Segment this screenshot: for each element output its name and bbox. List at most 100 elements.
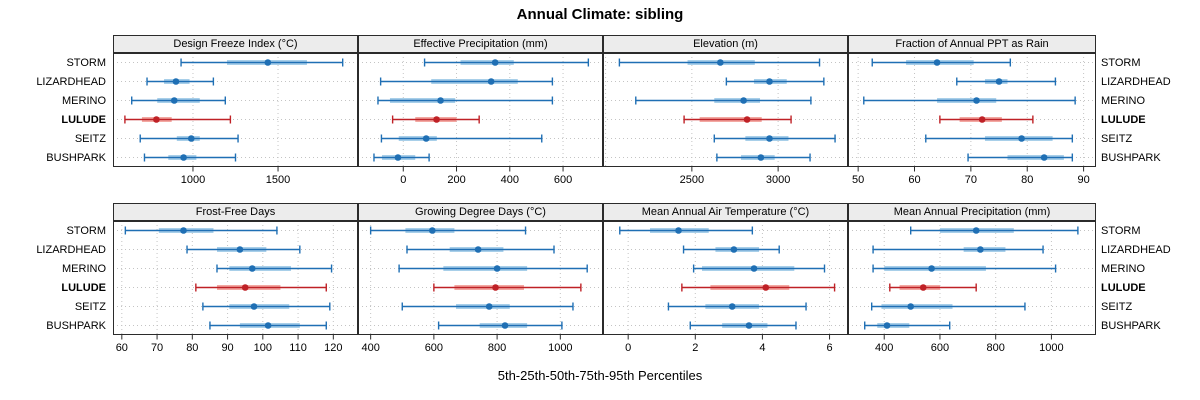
median-dot <box>730 246 738 253</box>
percentile-row-seitz <box>667 302 807 311</box>
median-dot <box>236 246 244 253</box>
median-dot <box>172 78 180 85</box>
panel-strip: Mean Annual Precipitation (mm) <box>848 203 1096 221</box>
median-dot <box>437 97 444 104</box>
panel-strip: Fraction of Annual PPT as Rain <box>848 35 1096 53</box>
percentile-row-merino <box>398 264 588 273</box>
median-dot <box>972 227 980 234</box>
station-label-left-seitz: SEITZ <box>74 300 106 313</box>
percentile-row-merino <box>872 264 1057 273</box>
axis-tick-label: 60 <box>908 174 920 186</box>
percentile-row-lizardhead <box>725 77 825 86</box>
axis-tick-label: 80 <box>1021 174 1033 186</box>
station-label-right-lizardhead: LIZARDHEAD <box>1101 243 1171 256</box>
percentile-row-storm <box>618 58 821 67</box>
percentile-row-lulude <box>683 115 792 124</box>
median-dot <box>728 303 736 310</box>
percentile-row-merino <box>692 264 826 273</box>
panel-title: Mean Annual Air Temperature (°C) <box>641 206 810 218</box>
median-dot <box>170 97 178 104</box>
axis-tick-label: 400 <box>361 342 379 354</box>
median-dot <box>740 97 747 104</box>
panel-plot: 1000 1500 <box>113 53 358 186</box>
percentile-row-lizardhead <box>406 245 555 254</box>
percentile-row-bushpark <box>437 321 563 330</box>
station-label-left-merino: MERINO <box>62 262 106 275</box>
percentile-row-storm <box>124 226 278 235</box>
axis-tick-label: 70 <box>151 342 163 354</box>
chart-title: Annual Climate: sibling <box>516 6 684 23</box>
panel-plot: 2500 3000 <box>603 53 848 186</box>
percentile-row-bushpark <box>209 321 327 330</box>
panel-border <box>603 221 848 335</box>
percentile-row-merino <box>635 96 812 105</box>
station-label-right-seitz: SEITZ <box>1101 300 1133 313</box>
panel-plot: 0 2 4 6 <box>603 221 848 354</box>
median-dot <box>487 78 495 85</box>
station-label-right-lulude: LULUDE <box>1101 113 1146 126</box>
axis-tick-label: 2500 <box>680 174 704 186</box>
panel-strip: Effective Precipitation (mm) <box>358 35 603 53</box>
median-dot <box>750 265 758 272</box>
axis-tick-label: 90 <box>221 342 233 354</box>
median-dot <box>241 284 249 291</box>
median-dot <box>995 78 1003 85</box>
percentile-row-merino <box>216 264 333 273</box>
median-dot <box>762 284 770 291</box>
axis-tick-label: 400 <box>501 174 519 186</box>
station-label-left-storm: STORM <box>66 224 106 237</box>
panel-strip: Mean Annual Air Temperature (°C) <box>603 203 848 221</box>
station-label-right-lulude: LULUDE <box>1101 281 1146 294</box>
axis-tick-label: 3000 <box>766 174 790 186</box>
axis-tick-label: 600 <box>425 342 443 354</box>
median-dot <box>675 227 682 234</box>
panel-border <box>358 53 603 167</box>
panel-title: Mean Annual Precipitation (mm) <box>893 206 1051 218</box>
panel-border <box>848 53 1096 167</box>
percentile-row-seitz <box>401 302 574 311</box>
station-label-left-bushpark: BUSHPARK <box>46 151 106 164</box>
axis-tick-label: 1000 <box>548 342 572 354</box>
station-label-left-merino: MERINO <box>62 94 106 107</box>
axis-tick-label: 60 <box>116 342 128 354</box>
median-dot <box>743 116 751 123</box>
median-dot <box>766 78 773 85</box>
panel-title: Growing Degree Days (°C) <box>415 206 546 218</box>
panel-title: Design Freeze Index (°C) <box>173 38 298 50</box>
station-label-right-lizardhead: LIZARDHEAD <box>1101 75 1171 88</box>
median-dot <box>187 135 195 142</box>
panel-border <box>603 53 848 167</box>
panel-title: Fraction of Annual PPT as Rain <box>895 38 1049 50</box>
panel-plot: 50 60 70 80 90 <box>848 53 1096 186</box>
median-dot <box>973 97 980 104</box>
percentile-row-lulude <box>939 115 1034 124</box>
percentile-row-merino <box>131 96 226 105</box>
median-dot <box>493 265 501 272</box>
axis-tick-label: 70 <box>965 174 977 186</box>
percentile-row-bushpark <box>864 321 951 330</box>
station-label-left-lizardhead: LIZARDHEAD <box>36 75 106 88</box>
percentile-row-lizardhead <box>379 77 554 86</box>
panel-strip: Design Freeze Index (°C) <box>113 35 358 53</box>
axis-tick-label: 400 <box>875 342 893 354</box>
median-dot <box>1040 154 1048 161</box>
panel-border <box>848 221 1096 335</box>
median-dot <box>977 246 984 253</box>
axis-tick-label: 600 <box>931 342 949 354</box>
axis-tick-label: 120 <box>324 342 342 354</box>
median-dot <box>485 303 493 310</box>
percentile-row-lulude <box>391 115 480 124</box>
axis-tick-label: 600 <box>554 174 572 186</box>
median-dot <box>907 303 914 310</box>
percentile-row-lizardhead <box>956 77 1057 86</box>
percentile-row-bushpark <box>143 153 237 162</box>
axis-tick-label: 1000 <box>1039 342 1063 354</box>
station-label-right-storm: STORM <box>1101 56 1141 69</box>
percentile-row-seitz <box>925 134 1074 143</box>
panel-plot: 60 70 80 90 100 110 120 <box>113 221 358 354</box>
median-dot <box>248 265 256 272</box>
axis-tick-label: 0 <box>400 174 406 186</box>
panel-strip: Elevation (m) <box>603 35 848 53</box>
percentile-row-bushpark <box>967 153 1074 162</box>
